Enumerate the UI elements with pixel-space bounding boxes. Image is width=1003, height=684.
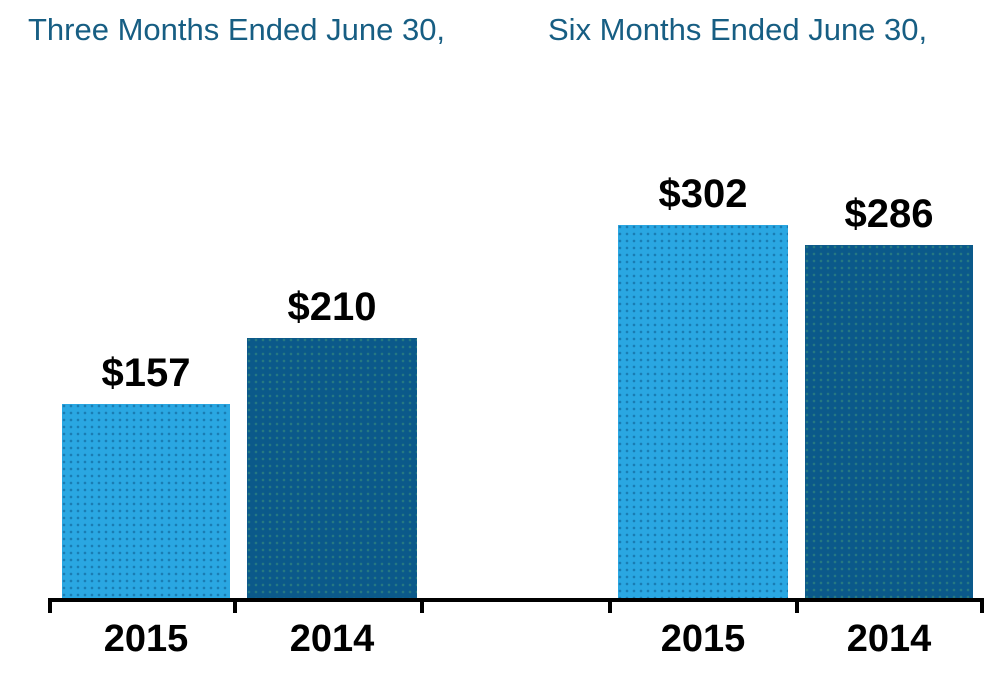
bar-2015-three-months bbox=[62, 404, 230, 598]
x-axis-tick bbox=[233, 598, 237, 613]
value-label: $157 bbox=[101, 351, 191, 395]
value-label: $210 bbox=[287, 285, 377, 329]
bar-2014-three-months bbox=[247, 338, 417, 598]
group-title-three-months: Three Months Ended June 30, bbox=[28, 12, 446, 47]
x-axis-tick bbox=[420, 598, 424, 613]
x-axis-tick bbox=[980, 598, 984, 613]
x-axis-tick bbox=[795, 598, 799, 613]
group-title-six-months: Six Months Ended June 30, bbox=[548, 12, 928, 47]
category-label-three-months-2014: 2014 bbox=[289, 618, 375, 660]
bar-2014-six-months bbox=[805, 245, 973, 598]
bar-column-three-months-2015: $157 bbox=[62, 353, 230, 598]
value-label: $286 bbox=[844, 192, 934, 236]
bar-column-six-months-2015: $302 bbox=[618, 174, 788, 598]
category-label-six-months-2014: 2014 bbox=[846, 618, 932, 660]
x-axis-line bbox=[48, 598, 984, 602]
value-label: $302 bbox=[658, 172, 748, 216]
bar-column-six-months-2014: $286 bbox=[805, 194, 973, 598]
x-axis-tick bbox=[608, 598, 612, 613]
category-label-three-months-2015: 2015 bbox=[103, 618, 189, 660]
category-label-six-months-2015: 2015 bbox=[660, 618, 746, 660]
bar-2015-six-months bbox=[618, 225, 788, 598]
bar-column-three-months-2014: $210 bbox=[247, 287, 417, 598]
x-axis-tick bbox=[48, 598, 52, 613]
